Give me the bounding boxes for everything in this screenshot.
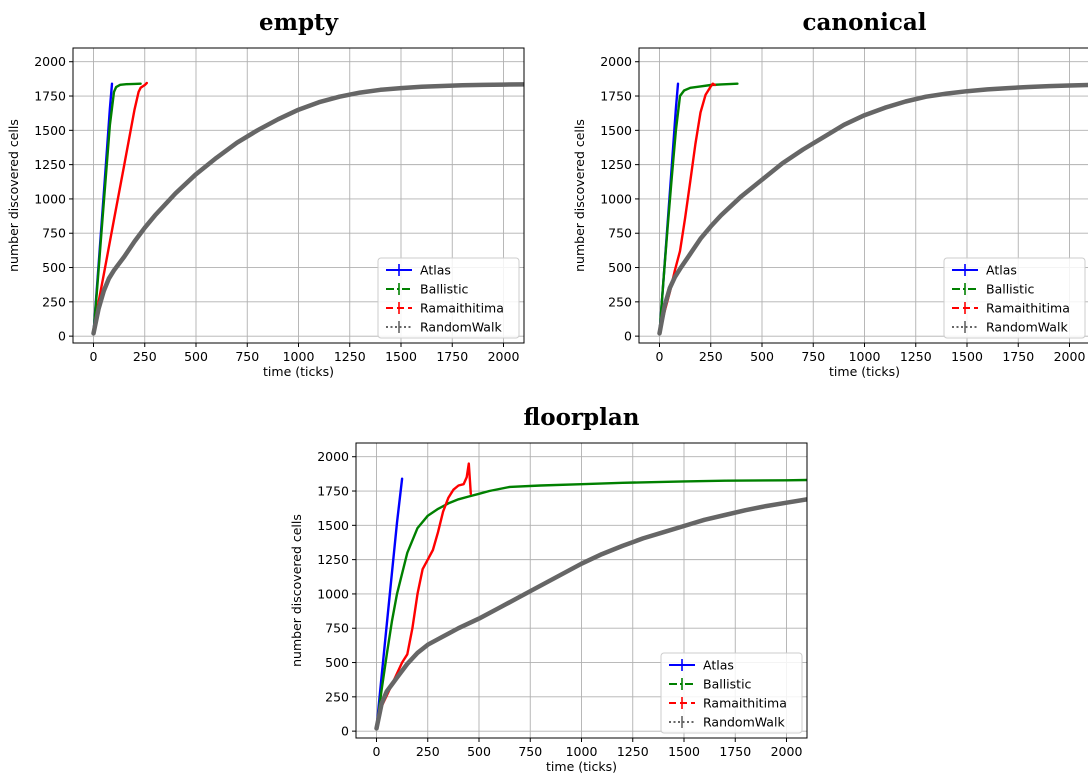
y-tick-label: 750: [608, 226, 632, 241]
x-tick-label: 1250: [617, 744, 649, 759]
y-tick-label: 1500: [317, 518, 349, 533]
legend: Atlas Ballistic Ramaithitima RandomWalk: [377, 257, 520, 339]
x-tick-label: 1000: [283, 349, 315, 364]
y-tick-label: 0: [341, 724, 349, 739]
y-tick-label: 1500: [34, 123, 66, 138]
legend-label: Ramaithitima: [703, 696, 787, 711]
y-tick-label: 250: [42, 294, 66, 309]
x-tick-label: 1750: [1002, 349, 1034, 364]
series-line-randomwalk: [657, 82, 1088, 336]
legend-label: Ramaithitima: [986, 301, 1070, 316]
y-tick-label: 1250: [600, 157, 632, 172]
y-tick-label: 750: [42, 226, 66, 241]
x-tick-label: 1750: [719, 744, 751, 759]
x-axis-label: time (ticks): [829, 364, 900, 379]
y-tick-label: 0: [624, 329, 632, 344]
series-line-ballistic: [92, 82, 142, 335]
legend-label: Atlas: [703, 658, 734, 673]
legend-label: Ballistic: [703, 677, 752, 692]
chart-title: floorplan: [524, 404, 640, 431]
x-tick-label: 2000: [1054, 349, 1086, 364]
y-tick-label: 0: [58, 329, 66, 344]
x-tick-label: 1000: [566, 744, 598, 759]
series-group: [91, 81, 524, 336]
x-tick-label: 1500: [951, 349, 983, 364]
y-tick-label: 250: [325, 689, 349, 704]
legend: Atlas Ballistic Ramaithitima RandomWalk: [660, 652, 803, 734]
x-tick-label: 0: [373, 744, 381, 759]
x-tick-label: 250: [133, 349, 157, 364]
legend-label: RandomWalk: [986, 320, 1068, 335]
x-tick-label: 1000: [849, 349, 881, 364]
y-tick-label: 500: [42, 260, 66, 275]
series-line-ramaithitima: [375, 462, 472, 730]
y-tick-label: 1000: [317, 586, 349, 601]
x-tick-label: 250: [699, 349, 723, 364]
x-tick-label: 2000: [488, 349, 520, 364]
series-group: [374, 462, 807, 731]
x-tick-label: 500: [184, 349, 208, 364]
series-line-atlas: [375, 477, 404, 730]
chart-panel-empty: empty 0 250 500 750 1000 1250 1500 1750 2000 0 250 5…: [6, 9, 525, 379]
legend-box: [660, 652, 803, 734]
chart-panel-canonical: canonical 0 250 500 750 1000 1250 1500 1750 2000 0…: [572, 9, 1088, 379]
y-axis-label: number discovered cells: [572, 119, 587, 272]
x-axis-label: time (ticks): [263, 364, 334, 379]
y-axis-label: number discovered cells: [289, 514, 304, 667]
legend-label: Ballistic: [420, 282, 469, 297]
y-tick-label: 1500: [600, 123, 632, 138]
x-tick-label: 1500: [385, 349, 417, 364]
y-tick-label: 1000: [600, 191, 632, 206]
y-tick-label: 500: [325, 655, 349, 670]
chart-panel-floorplan: floorplan 0 250 500 750 1000 1250 1500 1750 2000 0…: [289, 404, 808, 774]
x-tick-label: 750: [801, 349, 825, 364]
series-line-ramaithitima: [92, 81, 149, 335]
x-tick-label: 1500: [668, 744, 700, 759]
series-line-ballistic: [375, 478, 807, 730]
x-tick-label: 500: [750, 349, 774, 364]
x-axis-label: time (ticks): [546, 759, 617, 774]
series-line-randomwalk: [91, 82, 524, 336]
y-tick-label: 250: [608, 294, 632, 309]
y-tick-label: 1750: [34, 89, 66, 104]
y-tick-label: 1250: [34, 157, 66, 172]
x-tick-label: 2000: [771, 744, 803, 759]
series-group: [657, 82, 1088, 336]
y-tick-label: 2000: [34, 54, 66, 69]
legend-label: Ramaithitima: [420, 301, 504, 316]
x-tick-label: 1750: [436, 349, 468, 364]
legend-label: RandomWalk: [703, 715, 785, 730]
legend-box: [943, 257, 1086, 339]
x-tick-label: 750: [235, 349, 259, 364]
legend-label: Atlas: [420, 263, 451, 278]
x-tick-label: 500: [467, 744, 491, 759]
y-axis-label: number discovered cells: [6, 119, 21, 272]
y-tick-label: 2000: [317, 449, 349, 464]
chart-title: canonical: [802, 9, 926, 36]
legend-label: RandomWalk: [420, 320, 502, 335]
x-tick-label: 250: [416, 744, 440, 759]
legend-label: Atlas: [986, 263, 1017, 278]
y-tick-label: 500: [608, 260, 632, 275]
y-tick-label: 1750: [600, 89, 632, 104]
x-tick-label: 0: [656, 349, 664, 364]
x-tick-label: 1250: [334, 349, 366, 364]
legend-label: Ballistic: [986, 282, 1035, 297]
x-tick-label: 1250: [900, 349, 932, 364]
series-line-randomwalk: [374, 497, 807, 731]
legend-box: [377, 257, 520, 339]
y-tick-label: 2000: [600, 54, 632, 69]
y-tick-label: 750: [325, 621, 349, 636]
legend: Atlas Ballistic Ramaithitima RandomWalk: [943, 257, 1086, 339]
x-tick-label: 0: [90, 349, 98, 364]
y-tick-label: 1000: [34, 191, 66, 206]
y-tick-label: 1750: [317, 484, 349, 499]
y-tick-label: 1250: [317, 552, 349, 567]
chart-title: empty: [259, 9, 339, 36]
x-tick-label: 750: [518, 744, 542, 759]
